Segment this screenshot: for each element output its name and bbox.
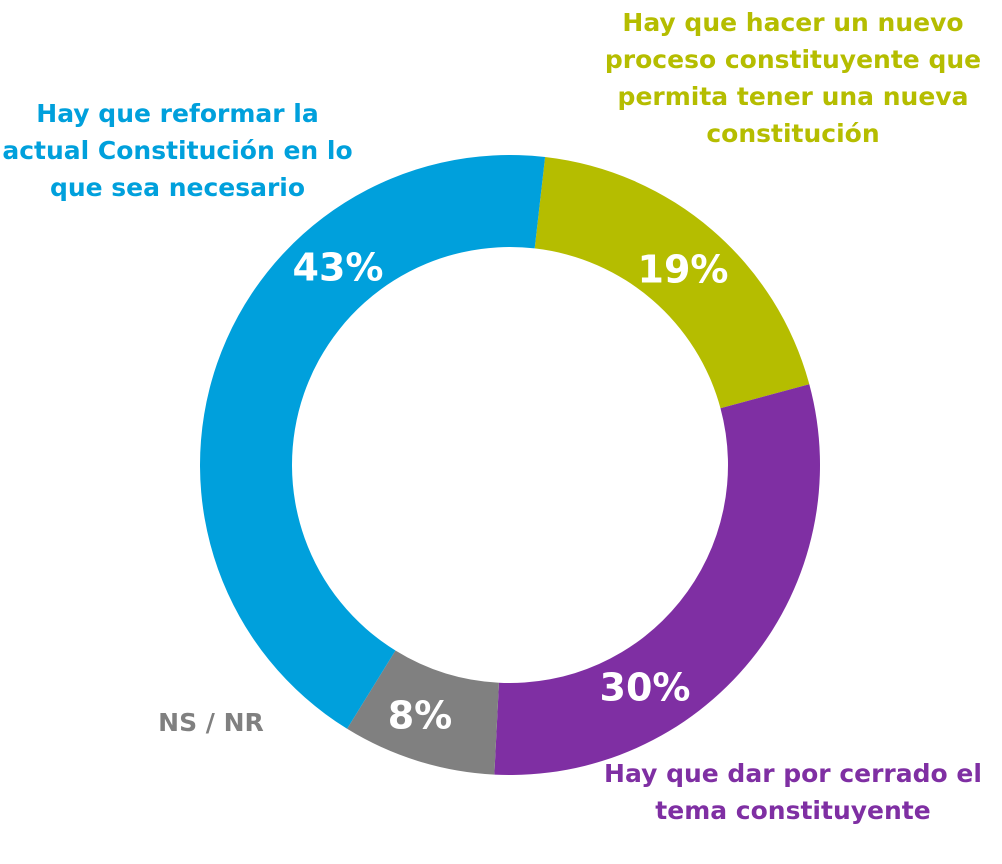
donut-slice	[534, 156, 810, 409]
category-label: Hay que hacer un nuevo proceso constituy…	[604, 8, 982, 148]
category-label: NS / NR	[158, 708, 264, 737]
value-label: 30%	[600, 666, 691, 710]
value-label: 8%	[388, 694, 453, 738]
donut-slice	[199, 154, 546, 729]
donut-slice	[347, 650, 499, 775]
value-label: 19%	[638, 248, 729, 292]
category-label: Hay que reformar la actual Constitución …	[2, 99, 353, 202]
value-label: 43%	[293, 246, 384, 290]
donut-slice	[494, 384, 820, 775]
category-label: Hay que dar por cerrado el tema constitu…	[604, 759, 982, 825]
